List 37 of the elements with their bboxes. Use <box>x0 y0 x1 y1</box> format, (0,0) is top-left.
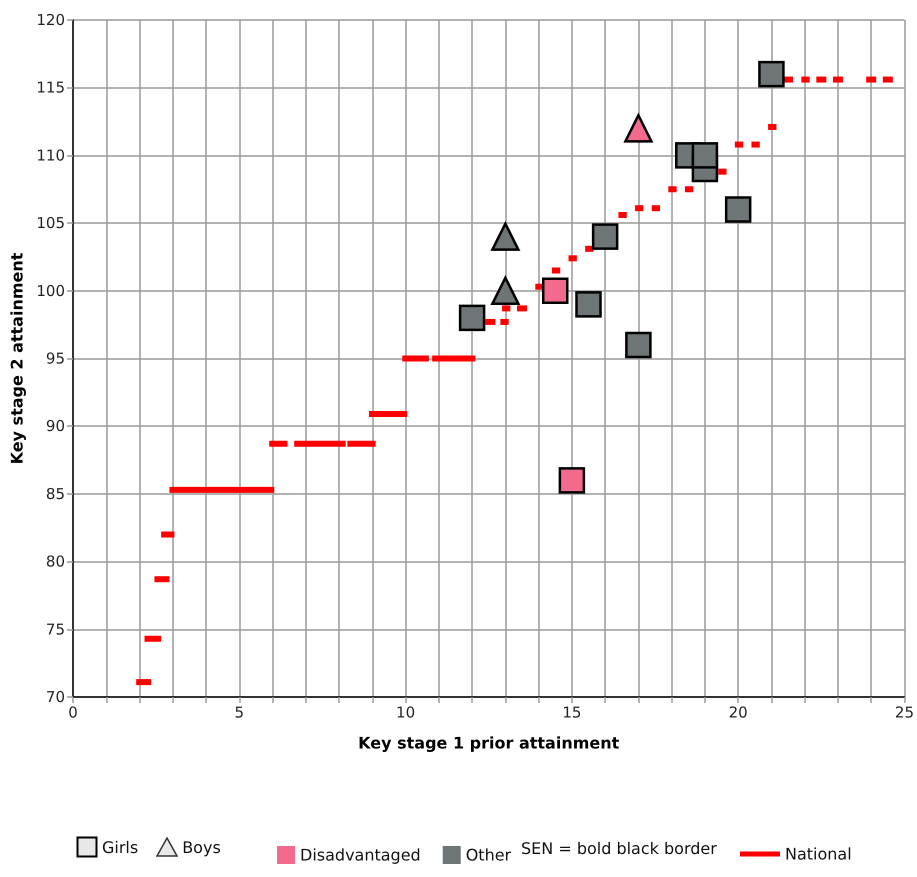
point <box>575 291 602 318</box>
x-tick-label: 25 <box>894 704 914 722</box>
text: Girls <box>102 838 138 856</box>
x-tick-label: 15 <box>562 704 582 722</box>
x-tick-label: 10 <box>396 704 416 722</box>
y-tick-label: 70 <box>46 688 65 706</box>
y-tick-label: 115 <box>36 78 65 97</box>
text: Boys <box>182 838 221 856</box>
point <box>542 278 568 304</box>
point <box>558 467 586 494</box>
point <box>758 60 785 88</box>
x-tick-label: 5 <box>234 704 244 722</box>
y-tick-label: 95 <box>46 350 65 368</box>
y-tick-label: 120 <box>36 11 65 29</box>
y-axis-title: Key stage 2 attainment <box>8 252 26 464</box>
legend-label: National <box>785 844 852 864</box>
point <box>624 114 653 143</box>
point <box>625 332 652 358</box>
point <box>592 223 618 250</box>
y-tick-label: 80 <box>46 552 65 571</box>
y-tick-label: 85 <box>46 484 65 503</box>
x-tick-label: 0 <box>68 704 78 722</box>
x-tick-label: 20 <box>728 704 748 722</box>
y-tick-label: 75 <box>46 620 65 638</box>
point <box>724 196 752 223</box>
text: SEN = bold black border <box>521 839 717 858</box>
x-axis-title: Key stage 1 prior attainment <box>358 734 620 752</box>
y-tick-label: 105 <box>36 214 65 232</box>
y-tick-label: 90 <box>46 417 65 436</box>
y-tick-label: 100 <box>36 282 65 300</box>
point <box>491 222 520 251</box>
point <box>491 276 520 306</box>
point <box>458 304 486 332</box>
legend-label: Other <box>466 846 512 864</box>
y-tick-label: 110 <box>36 146 65 164</box>
legend-label: Disadvantaged <box>300 846 421 864</box>
point <box>692 142 718 169</box>
